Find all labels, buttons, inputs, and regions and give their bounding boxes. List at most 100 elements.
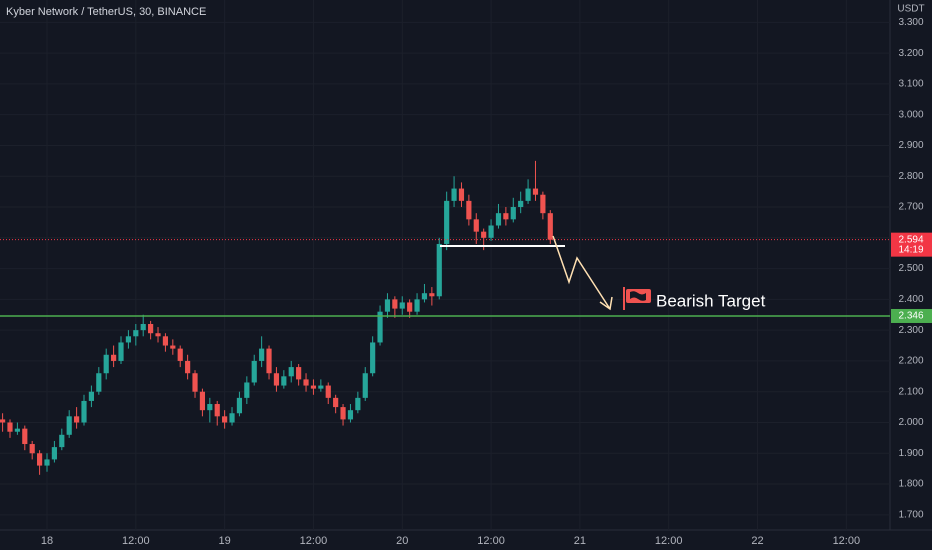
- candle-body: [340, 407, 346, 420]
- candle-body: [0, 419, 6, 423]
- candle-body: [229, 413, 235, 423]
- candle-body: [192, 373, 198, 392]
- candle-body: [481, 231, 487, 238]
- candles: [0, 160, 553, 475]
- candle-body: [185, 360, 191, 374]
- candle-body: [88, 391, 94, 401]
- candle-body: [547, 213, 553, 240]
- y-tick-label: 3.000: [898, 109, 923, 120]
- candle-body: [170, 345, 176, 349]
- candle-body: [540, 194, 546, 214]
- candle-body: [7, 422, 13, 432]
- candle-body: [518, 200, 524, 208]
- y-tick-label: 1.900: [898, 448, 923, 459]
- candle-body: [111, 354, 117, 361]
- candle-body: [444, 200, 450, 244]
- candle-body: [325, 385, 331, 398]
- candle-body: [103, 354, 109, 374]
- candle-body: [429, 293, 435, 297]
- candle-body: [207, 404, 213, 411]
- y-tick-label: 2.700: [898, 202, 923, 213]
- x-tick-label: 12:00: [655, 535, 683, 547]
- candle-body: [414, 299, 420, 312]
- candle-body: [29, 444, 35, 454]
- candle-body: [273, 373, 280, 386]
- candle-body: [310, 385, 317, 389]
- x-tick-label: 22: [751, 535, 763, 547]
- candle-body: [303, 379, 309, 386]
- candle-body: [74, 416, 80, 423]
- candle-body: [532, 188, 539, 195]
- candle-body: [355, 397, 361, 411]
- y-tick-label: 2.800: [898, 171, 923, 182]
- candle-body: [59, 434, 65, 448]
- candle-body: [473, 219, 479, 232]
- candle-body: [384, 299, 391, 312]
- candle-body: [333, 397, 339, 408]
- candle-body: [177, 348, 183, 361]
- candle-body: [495, 213, 502, 226]
- candle-body: [155, 333, 161, 337]
- candle-body: [118, 342, 124, 361]
- current-price-badge: [891, 232, 932, 257]
- candle-body: [148, 323, 154, 334]
- y-tick-label: 2.300: [898, 325, 923, 336]
- candle-body: [96, 373, 102, 392]
- x-tick-label: 19: [219, 535, 231, 547]
- candle-body: [510, 207, 516, 220]
- candle-body: [37, 453, 43, 466]
- candle-body: [140, 323, 146, 331]
- candle-body: [318, 385, 324, 389]
- chart-title: Kyber Network / TetherUS, 30, BINANCE: [6, 6, 206, 18]
- candle-body: [370, 342, 376, 374]
- candle-body: [488, 225, 494, 238]
- x-tick-label: 12:00: [300, 535, 328, 547]
- candle-body: [451, 188, 457, 201]
- candle-body: [525, 188, 531, 201]
- candle-body: [251, 360, 257, 383]
- candle-body: [259, 348, 265, 361]
- candle-body: [296, 367, 302, 380]
- y-unit: USDT: [897, 4, 924, 15]
- candle-body: [421, 293, 428, 300]
- y-tick-label: 3.100: [898, 79, 923, 90]
- y-tick-label: 2.500: [898, 263, 923, 274]
- candle-body: [377, 311, 383, 343]
- candle-body: [51, 447, 57, 460]
- arrow-head: [599, 296, 613, 311]
- annotation-text: Bearish Target: [656, 291, 766, 310]
- candle-body: [125, 336, 132, 343]
- candle-body: [81, 400, 87, 423]
- y-tick-label: 2.000: [898, 417, 923, 428]
- y-tick-label: 3.200: [898, 48, 923, 59]
- candle-body: [14, 428, 20, 432]
- projection-arrow: [552, 235, 611, 310]
- candle-body: [222, 416, 228, 423]
- y-tick-label: 1.700: [898, 509, 923, 520]
- target-label: 2.346: [898, 311, 923, 322]
- candle-body: [458, 188, 465, 201]
- candle-body: [214, 404, 220, 417]
- candle-body: [236, 397, 243, 414]
- candle-body: [503, 213, 509, 220]
- y-tick-label: 2.200: [898, 356, 923, 367]
- x-tick-label: 18: [41, 535, 53, 547]
- x-tick-label: 12:00: [477, 535, 505, 547]
- flag-icon: [623, 287, 651, 310]
- x-tick-label: 12:00: [122, 535, 150, 547]
- candle-body: [133, 330, 139, 337]
- candle-body: [266, 348, 272, 374]
- x-tick-label: 20: [396, 535, 408, 547]
- candle-body: [392, 299, 398, 309]
- candle-body: [22, 428, 28, 445]
- y-tick-label: 2.400: [898, 294, 923, 305]
- candle-body: [466, 200, 472, 220]
- y-tick-label: 3.300: [898, 17, 923, 28]
- x-tick-label: 12:00: [833, 535, 861, 547]
- candle-body: [281, 376, 287, 386]
- candle-body: [347, 410, 354, 420]
- candle-body: [66, 416, 72, 435]
